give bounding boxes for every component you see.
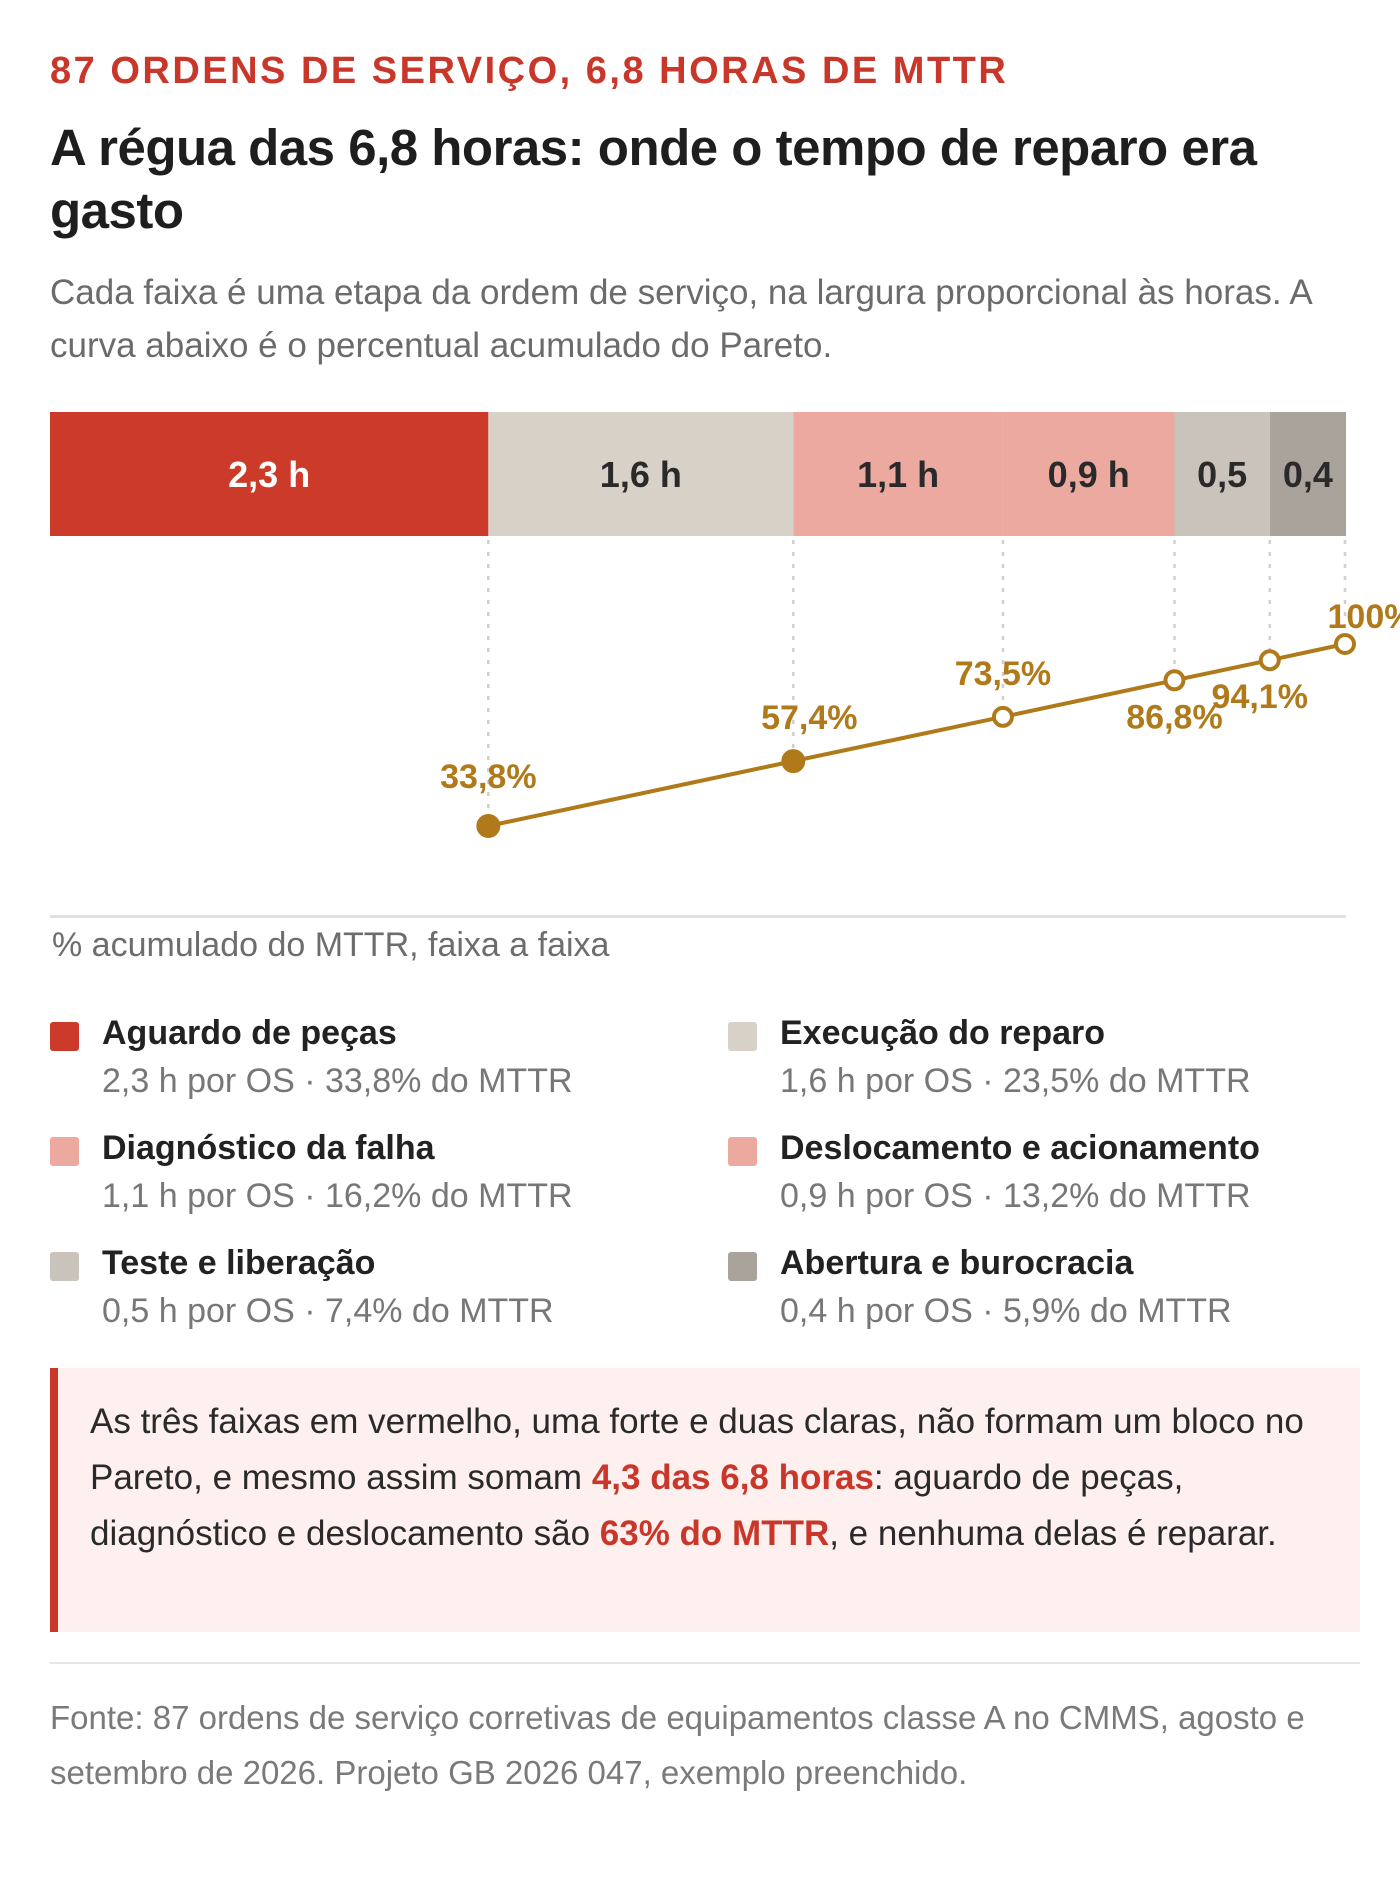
footer-divider	[50, 1662, 1360, 1664]
bar-segment	[793, 412, 1003, 536]
bar-segment	[50, 412, 489, 536]
bar-value-label: 1,1 h	[857, 454, 939, 495]
cumulative-label: 57,4%	[761, 699, 857, 737]
legend-name: Deslocamento e acionamento	[780, 1129, 1260, 1167]
cumulative-point	[781, 749, 806, 774]
legend-swatch	[728, 1022, 757, 1051]
cumulative-label: 94,1%	[1212, 678, 1308, 716]
bar-value-label: 2,3 h	[228, 454, 310, 495]
chart-divider	[50, 915, 1346, 918]
bar-segment	[1174, 412, 1270, 536]
kicker: 87 ORDENS DE SERVIÇO, 6,8 HORAS DE MTTR	[50, 50, 1009, 92]
bar-value-label: 0,5	[1197, 454, 1247, 495]
legend-name: Diagnóstico da falha	[102, 1129, 435, 1167]
bar-value-label: 0,4	[1283, 454, 1333, 495]
legend-detail: 0,9 h por OS · 13,2% do MTTR	[780, 1177, 1251, 1215]
legend-name: Execução do reparo	[780, 1014, 1106, 1052]
legend-name: Abertura e burocracia	[780, 1244, 1134, 1282]
legend-swatch	[50, 1137, 79, 1166]
legend-swatch	[50, 1252, 79, 1281]
callout-text: As três faixas em vermelho, uma forte e …	[90, 1402, 1304, 1497]
chart-caption: % acumulado do MTTR, faixa a faixa	[52, 926, 610, 964]
cumulative-label: 73,5%	[955, 655, 1051, 693]
bar-segment	[1269, 412, 1346, 536]
legend-detail: 0,5 h por OS · 7,4% do MTTR	[102, 1292, 554, 1330]
insight-callout: As três faixas em vermelho, uma forte e …	[50, 1368, 1360, 1632]
legend-detail: 1,1 h por OS · 16,2% do MTTR	[102, 1177, 573, 1215]
callout-text: , e nenhuma delas é reparar.	[829, 1514, 1277, 1553]
source-note: Fonte: 87 ordens de serviço corretivas d…	[50, 1699, 1305, 1791]
legend-swatch	[50, 1022, 79, 1051]
callout-highlight: 63% do MTTR	[599, 1514, 830, 1553]
cumulative-label: 33,8%	[440, 758, 536, 796]
callout-highlight: 4,3 das 6,8 horas	[591, 1458, 874, 1497]
cumulative-point	[991, 705, 1014, 728]
legend-detail: 1,6 h por OS · 23,5% do MTTR	[780, 1062, 1251, 1100]
legend-detail: 2,3 h por OS · 33,8% do MTTR	[102, 1062, 573, 1100]
legend-name: Teste e liberação	[102, 1244, 376, 1282]
bar-segment	[1002, 412, 1175, 536]
legend-name: Aguardo de peças	[102, 1014, 397, 1052]
page-title: A régua das 6,8 horas: onde o tempo de r…	[50, 119, 1257, 239]
cumulative-point	[1163, 669, 1186, 692]
bar-segment	[488, 412, 794, 536]
bar-value-label: 0,9 h	[1048, 454, 1130, 495]
cumulative-point	[476, 814, 501, 838]
cumulative-line	[487, 642, 1346, 828]
cumulative-point	[1334, 633, 1356, 655]
callout-text: : aguardo de peças, diagnóstico e desloc…	[90, 1458, 1184, 1553]
bar-value-label: 1,6 h	[600, 454, 682, 495]
legend-swatch	[728, 1137, 757, 1166]
subtitle: Cada faixa é uma etapa da ordem de servi…	[50, 273, 1311, 365]
cumulative-point	[1258, 649, 1281, 672]
legend-detail: 0,4 h por OS · 5,9% do MTTR	[780, 1292, 1232, 1330]
legend-swatch	[728, 1252, 757, 1281]
cumulative-label: 100%	[1328, 598, 1400, 636]
cumulative-label: 86,8%	[1126, 698, 1222, 736]
